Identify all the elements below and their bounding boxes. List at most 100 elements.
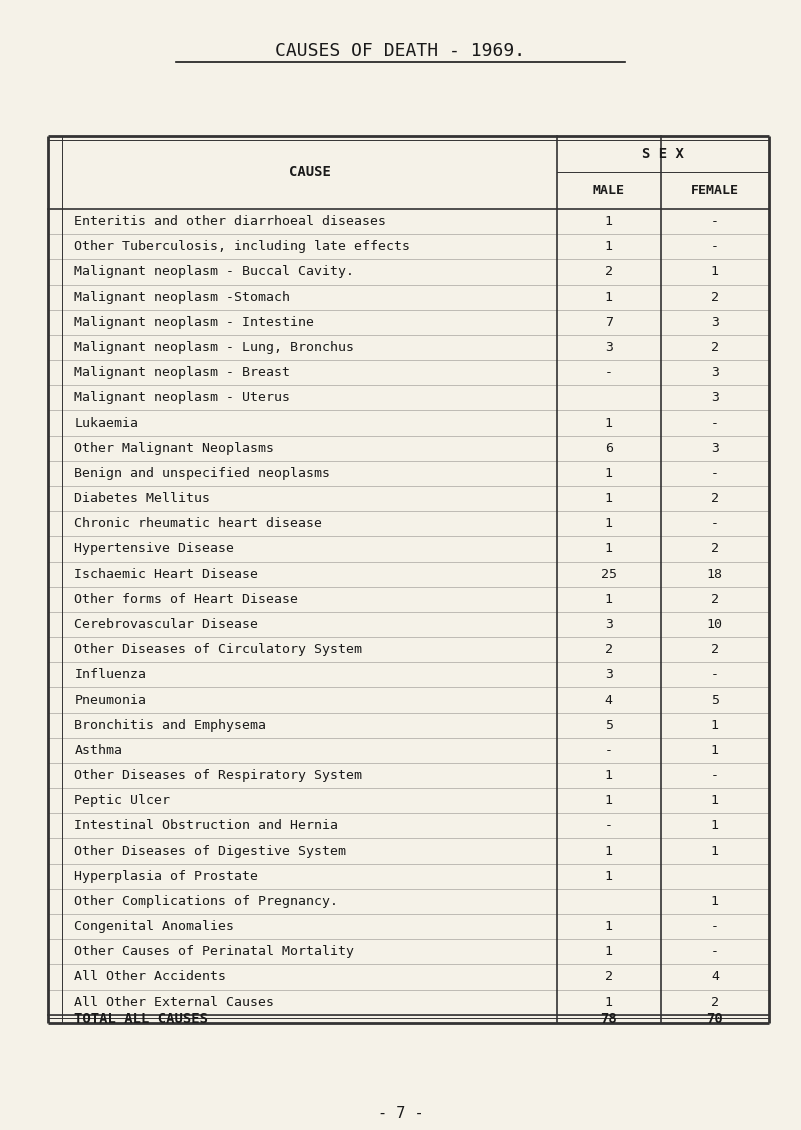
Text: 25: 25 bbox=[601, 567, 617, 581]
Text: 10: 10 bbox=[707, 618, 723, 631]
Text: 1: 1 bbox=[605, 518, 613, 530]
Text: 3: 3 bbox=[605, 668, 613, 681]
Text: 1: 1 bbox=[605, 794, 613, 807]
Text: 2: 2 bbox=[711, 996, 718, 1009]
Text: 3: 3 bbox=[605, 341, 613, 354]
Text: 1: 1 bbox=[605, 215, 613, 228]
Text: -: - bbox=[711, 668, 718, 681]
Text: 2: 2 bbox=[711, 542, 718, 556]
Text: MALE: MALE bbox=[593, 184, 625, 198]
Text: 3: 3 bbox=[711, 391, 718, 405]
Text: -: - bbox=[711, 417, 718, 429]
Text: 4: 4 bbox=[605, 694, 613, 706]
Text: -: - bbox=[711, 518, 718, 530]
Text: Asthma: Asthma bbox=[74, 744, 123, 757]
Text: Other Malignant Neoplasms: Other Malignant Neoplasms bbox=[74, 442, 275, 454]
Text: 4: 4 bbox=[711, 971, 718, 983]
Text: Hyperplasia of Prostate: Hyperplasia of Prostate bbox=[74, 870, 259, 883]
Text: Congenital Anomalies: Congenital Anomalies bbox=[74, 920, 235, 933]
Text: Malignant neoplasm -Stomach: Malignant neoplasm -Stomach bbox=[74, 290, 291, 304]
Text: 1: 1 bbox=[605, 870, 613, 883]
Text: 70: 70 bbox=[706, 1011, 723, 1026]
Text: Ischaemic Heart Disease: Ischaemic Heart Disease bbox=[74, 567, 259, 581]
Text: Chronic rheumatic heart disease: Chronic rheumatic heart disease bbox=[74, 518, 323, 530]
Text: 18: 18 bbox=[707, 567, 723, 581]
Text: TOTAL ALL CAUSES: TOTAL ALL CAUSES bbox=[74, 1011, 208, 1026]
Text: 1: 1 bbox=[605, 844, 613, 858]
Text: 2: 2 bbox=[605, 266, 613, 278]
Text: Diabetes Mellitus: Diabetes Mellitus bbox=[74, 492, 211, 505]
Text: 2: 2 bbox=[605, 971, 613, 983]
Text: 1: 1 bbox=[711, 844, 718, 858]
Text: Hypertensive Disease: Hypertensive Disease bbox=[74, 542, 235, 556]
Text: 1: 1 bbox=[711, 819, 718, 833]
Text: -: - bbox=[711, 920, 718, 933]
Text: 1: 1 bbox=[711, 794, 718, 807]
Text: Malignant neoplasm - Uterus: Malignant neoplasm - Uterus bbox=[74, 391, 291, 405]
Text: Lukaemia: Lukaemia bbox=[74, 417, 139, 429]
Text: CAUSES OF DEATH - 1969.: CAUSES OF DEATH - 1969. bbox=[276, 42, 525, 60]
Text: Enteritis and other diarrhoeal diseases: Enteritis and other diarrhoeal diseases bbox=[74, 215, 387, 228]
Text: Other Diseases of Digestive System: Other Diseases of Digestive System bbox=[74, 844, 347, 858]
Text: -: - bbox=[711, 467, 718, 480]
Text: 1: 1 bbox=[711, 719, 718, 732]
Text: 1: 1 bbox=[605, 946, 613, 958]
Text: 7: 7 bbox=[605, 316, 613, 329]
Text: Other Causes of Perinatal Mortality: Other Causes of Perinatal Mortality bbox=[74, 946, 355, 958]
Text: S E X: S E X bbox=[642, 147, 684, 160]
Text: 1: 1 bbox=[711, 895, 718, 907]
Text: -: - bbox=[605, 819, 613, 833]
Text: Cerebrovascular Disease: Cerebrovascular Disease bbox=[74, 618, 259, 631]
Text: Other forms of Heart Disease: Other forms of Heart Disease bbox=[74, 593, 299, 606]
Text: -: - bbox=[605, 366, 613, 380]
Text: 1: 1 bbox=[605, 920, 613, 933]
Text: 1: 1 bbox=[711, 744, 718, 757]
Text: Other Diseases of Circulatory System: Other Diseases of Circulatory System bbox=[74, 643, 363, 657]
Text: Malignant neoplasm - Breast: Malignant neoplasm - Breast bbox=[74, 366, 291, 380]
Text: Benign and unspecified neoplasms: Benign and unspecified neoplasms bbox=[74, 467, 331, 480]
Text: 6: 6 bbox=[605, 442, 613, 454]
Text: 2: 2 bbox=[711, 341, 718, 354]
Text: Malignant neoplasm - Buccal Cavity.: Malignant neoplasm - Buccal Cavity. bbox=[74, 266, 355, 278]
Text: Peptic Ulcer: Peptic Ulcer bbox=[74, 794, 171, 807]
Text: 1: 1 bbox=[605, 492, 613, 505]
Text: 1: 1 bbox=[605, 467, 613, 480]
Text: 78: 78 bbox=[601, 1011, 617, 1026]
Text: 3: 3 bbox=[711, 366, 718, 380]
Text: 1: 1 bbox=[605, 241, 613, 253]
Text: 1: 1 bbox=[605, 996, 613, 1009]
Text: Malignant neoplasm - Intestine: Malignant neoplasm - Intestine bbox=[74, 316, 315, 329]
Text: Malignant neoplasm - Lung, Bronchus: Malignant neoplasm - Lung, Bronchus bbox=[74, 341, 355, 354]
Text: 1: 1 bbox=[605, 542, 613, 556]
Text: CAUSE: CAUSE bbox=[288, 165, 331, 180]
Text: Bronchitis and Emphysema: Bronchitis and Emphysema bbox=[74, 719, 267, 732]
Text: 2: 2 bbox=[711, 593, 718, 606]
Text: 1: 1 bbox=[711, 266, 718, 278]
Text: 2: 2 bbox=[711, 290, 718, 304]
Text: Influenza: Influenza bbox=[74, 668, 147, 681]
Text: -: - bbox=[711, 241, 718, 253]
Text: 2: 2 bbox=[605, 643, 613, 657]
Text: 5: 5 bbox=[605, 719, 613, 732]
Text: 3: 3 bbox=[711, 316, 718, 329]
Text: All Other External Causes: All Other External Causes bbox=[74, 996, 275, 1009]
Text: 3: 3 bbox=[711, 442, 718, 454]
Text: Other Complications of Pregnancy.: Other Complications of Pregnancy. bbox=[74, 895, 339, 907]
Text: 2: 2 bbox=[711, 492, 718, 505]
Text: 1: 1 bbox=[605, 290, 613, 304]
Text: -: - bbox=[711, 770, 718, 782]
Text: FEMALE: FEMALE bbox=[691, 184, 739, 198]
Text: 3: 3 bbox=[605, 618, 613, 631]
Text: All Other Accidents: All Other Accidents bbox=[74, 971, 227, 983]
Text: - 7 -: - 7 - bbox=[378, 1105, 423, 1121]
Text: -: - bbox=[711, 215, 718, 228]
Text: -: - bbox=[711, 946, 718, 958]
Text: 1: 1 bbox=[605, 593, 613, 606]
Text: Intestinal Obstruction and Hernia: Intestinal Obstruction and Hernia bbox=[74, 819, 339, 833]
Text: 1: 1 bbox=[605, 417, 613, 429]
Text: 5: 5 bbox=[711, 694, 718, 706]
Text: Pneumonia: Pneumonia bbox=[74, 694, 147, 706]
Text: Other Diseases of Respiratory System: Other Diseases of Respiratory System bbox=[74, 770, 363, 782]
Text: Other Tuberculosis, including late effects: Other Tuberculosis, including late effec… bbox=[74, 241, 410, 253]
Text: 1: 1 bbox=[605, 770, 613, 782]
